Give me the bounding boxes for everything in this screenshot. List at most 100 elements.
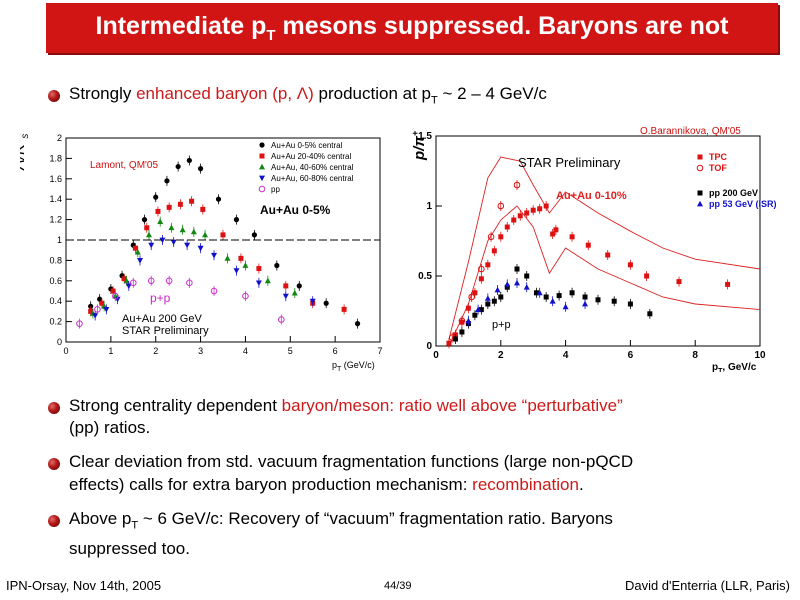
data-point <box>497 202 505 210</box>
x-tick-label: 5 <box>288 346 293 356</box>
legend-marker <box>259 175 265 182</box>
legend-entry: Au+Au, 40-60% central <box>271 163 354 172</box>
data-point <box>144 225 150 231</box>
bullet-icon <box>48 458 60 470</box>
x-tick-label: 10 <box>754 350 766 361</box>
data-point <box>99 300 105 306</box>
data-point <box>605 252 611 258</box>
data-point <box>543 203 549 209</box>
data-point <box>110 288 116 294</box>
data-point <box>121 276 127 282</box>
data-point <box>595 297 601 303</box>
data-point <box>491 248 497 254</box>
data-point <box>165 277 173 285</box>
data-point <box>354 321 361 327</box>
data-point <box>611 298 617 304</box>
right-ylabel: p/π+ <box>410 130 428 161</box>
data-point <box>153 194 159 200</box>
data-point <box>157 218 164 225</box>
data-point <box>166 204 172 210</box>
y-tick-label: 1 <box>57 235 62 245</box>
slide-title: Intermediate pT mesons suppressed. Baryo… <box>95 12 729 44</box>
data-point <box>569 290 575 296</box>
right-header-label: STAR Preliminary <box>518 155 621 170</box>
legend-marker <box>697 190 703 196</box>
x-tick-label: 0 <box>433 350 439 361</box>
y-tick-label: 0 <box>426 341 432 352</box>
data-point <box>114 296 121 303</box>
data-point <box>556 293 562 299</box>
data-point <box>513 181 521 189</box>
legend-entry: TPC <box>709 152 728 162</box>
data-point <box>211 252 218 259</box>
data-point <box>76 320 83 327</box>
y-tick-label: 1.4 <box>49 194 62 204</box>
x-tick-label: 2 <box>498 350 504 361</box>
data-point <box>582 294 588 300</box>
data-point <box>242 262 249 268</box>
legend-marker <box>259 163 265 170</box>
legend-entry: Au+Au 20-40% central <box>271 152 351 161</box>
legend-entry: pp 53 GeV (ISR) <box>709 199 777 209</box>
lambda-k0s-ratio-plot: 0 1 2 3 4 5 6 7 0 0.2 0.4 0.6 0.8 1 1.2 1.4 1.6 1.8 2 Λ/K0… <box>20 133 383 373</box>
data-point <box>112 292 119 300</box>
legend-entry: TOF <box>709 163 727 173</box>
right-credit: O.Barannikova, QM'05 <box>640 126 741 137</box>
bullet-3-text: Clear deviation from std. vacuum fragmen… <box>69 452 634 471</box>
data-point <box>485 262 491 268</box>
data-point <box>472 290 478 296</box>
legend-entry: Au+Au, 60-80% central <box>271 174 354 183</box>
left-system-label: Au+Au 0-5% <box>260 203 331 217</box>
data-point <box>676 279 682 285</box>
x-tick-label: 0 <box>63 346 68 356</box>
data-point <box>446 340 452 346</box>
data-point <box>644 273 650 279</box>
data-point <box>485 301 491 307</box>
data-point <box>242 292 249 300</box>
legend-marker <box>258 185 266 193</box>
legend-entry: pp <box>271 185 280 194</box>
data-point <box>296 283 302 289</box>
x-tick-label: 2 <box>153 346 158 356</box>
data-point <box>627 262 633 268</box>
data-point <box>255 280 262 287</box>
x-tick-label: 1 <box>108 346 113 356</box>
y-tick-label: 1.5 <box>418 131 432 142</box>
model-band-upper <box>448 156 761 340</box>
data-point <box>233 217 240 223</box>
data-point <box>553 227 559 233</box>
bullet-2-text-line2: (pp) ratios. <box>69 418 151 437</box>
data-point <box>125 283 132 290</box>
data-point <box>498 234 504 240</box>
data-point <box>168 224 175 231</box>
data-point <box>341 306 347 312</box>
data-point <box>549 298 556 304</box>
data-point <box>133 245 139 251</box>
data-point <box>582 300 589 307</box>
data-point <box>141 217 148 223</box>
data-point <box>725 281 731 287</box>
data-point <box>238 255 244 261</box>
data-point <box>478 307 484 313</box>
left-bottom-label-2: STAR Preliminary <box>122 325 209 337</box>
data-point <box>283 283 289 289</box>
right-xlabel: pT, GeV/c <box>712 362 757 372</box>
bullet-3-text-line2: effects) calls for extra baryon producti… <box>69 475 584 494</box>
data-point <box>177 201 183 207</box>
data-point <box>197 245 204 252</box>
left-pp-label: p+p <box>150 291 171 305</box>
legend-marker <box>696 164 704 172</box>
x-tick-label: 6 <box>333 346 338 356</box>
footer-left: IPN-Orsay, Nov 14th, 2005 <box>6 578 162 593</box>
data-point <box>514 279 520 286</box>
data-point <box>459 329 465 335</box>
data-point <box>550 231 556 237</box>
bullet-1-text: Strongly enhanced baryon (p, Λ) producti… <box>69 84 547 107</box>
data-point <box>494 286 501 293</box>
data-point <box>533 290 539 296</box>
legend-marker <box>697 200 703 207</box>
left-credit: Lamont, QM'05 <box>90 160 158 171</box>
data-point <box>179 226 186 233</box>
data-point <box>170 239 177 246</box>
data-point <box>511 217 517 223</box>
